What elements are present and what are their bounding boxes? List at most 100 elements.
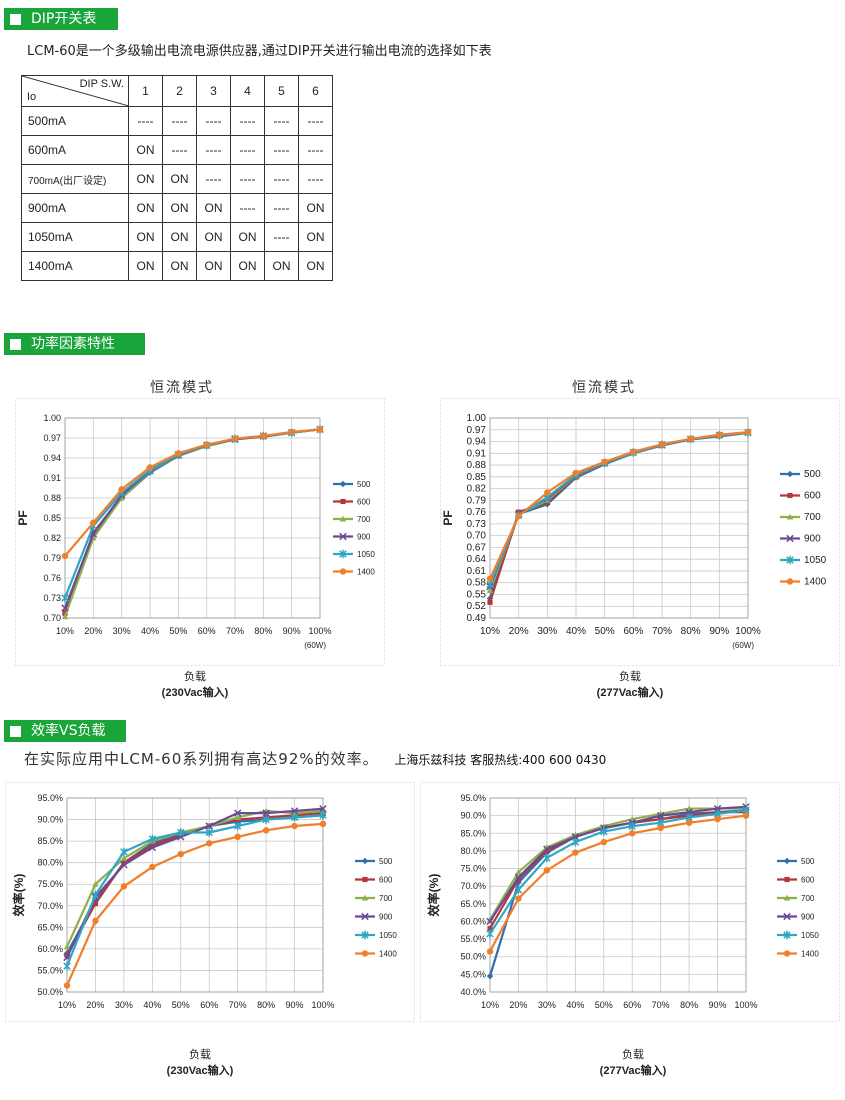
- data-point: [319, 811, 327, 820]
- legend-item: 1050: [355, 930, 397, 940]
- data-point: [291, 822, 298, 830]
- data-point: [262, 809, 270, 817]
- legend-label: 900: [804, 534, 821, 545]
- x-tick-label: 50%: [595, 1000, 613, 1010]
- data-point: [544, 848, 550, 854]
- x-caption-eff-277: 负载 (277Vac输入): [548, 1046, 718, 1078]
- data-point: [63, 943, 71, 950]
- x-tick-label: 10%: [481, 1000, 499, 1010]
- switch-cell: ON: [196, 251, 231, 281]
- x-tick-label: 20%: [509, 1000, 527, 1010]
- switch-cell: ON: [196, 193, 231, 223]
- switch-cell: ON: [162, 222, 197, 252]
- input-voltage-caption: (277Vac输入): [599, 1065, 667, 1077]
- legend-item: 1050: [333, 549, 375, 559]
- y-tick-label: 80.0%: [460, 846, 486, 856]
- data-point: [571, 837, 580, 847]
- dip-switch-table: DIP S.W. Io 1 2 3 4 5 6 500mA ---- ---- …: [21, 75, 333, 281]
- switch-cell: ON: [298, 193, 333, 223]
- x-tick-label: 40%: [141, 626, 159, 636]
- x-tick-label: 60%: [200, 1000, 218, 1010]
- data-point: [146, 464, 154, 471]
- legend-item: 700: [777, 894, 815, 903]
- data-point: [486, 575, 494, 582]
- x-tick-label: 20%: [84, 626, 102, 636]
- data-point: [205, 828, 213, 837]
- data-point: [121, 860, 127, 866]
- legend-item: 700: [780, 512, 821, 523]
- data-point: [543, 845, 551, 853]
- section-banner-pf: 功率因素特性: [4, 333, 145, 355]
- series-1050: [486, 806, 750, 938]
- data-point: [486, 587, 494, 594]
- table-row: 500mA ---- ---- ---- ---- ---- ----: [21, 106, 333, 136]
- x-caption-pf-230: 负载 (230Vac输入): [110, 668, 280, 700]
- switch-header: 6: [298, 75, 333, 107]
- legend-label: 500: [357, 480, 371, 489]
- switch-cell: ----: [162, 135, 197, 165]
- x-tick-label: 10%: [480, 626, 500, 637]
- switch-cell: ON: [128, 135, 163, 165]
- data-point: [600, 827, 608, 836]
- legend-item: 600: [333, 498, 371, 507]
- data-point: [149, 842, 155, 848]
- square-bullet-icon: [10, 725, 21, 737]
- x-tick-label: 40%: [566, 626, 586, 637]
- data-point: [783, 950, 791, 957]
- legend-item: 500: [777, 857, 815, 866]
- data-point: [572, 849, 579, 856]
- switch-cell: ----: [128, 106, 163, 136]
- square-bullet-icon: [10, 338, 21, 350]
- x-caption-pf-277: 负载 (277Vac输入): [545, 668, 715, 700]
- legend-item: 600: [780, 491, 821, 502]
- section-banner-eff: 效率VS负载: [4, 720, 126, 742]
- switch-cell: ON: [264, 251, 299, 281]
- data-point: [601, 458, 608, 466]
- y-tick-label: 80.0%: [37, 858, 63, 868]
- data-point: [628, 822, 636, 831]
- chart-frame: [440, 398, 840, 666]
- data-point: [486, 595, 494, 602]
- x-tick-label: 50%: [172, 1000, 190, 1010]
- series-line: [489, 805, 747, 923]
- data-point: [361, 894, 369, 901]
- table-row: 1050mA ON ON ON ON ---- ON: [21, 222, 333, 252]
- y-tick-label: 0.88: [467, 460, 487, 471]
- x-tick-label: 80%: [257, 1000, 275, 1010]
- data-point: [316, 426, 324, 433]
- series-1400: [486, 428, 752, 582]
- current-cell: 700mA(出厂设定): [21, 164, 129, 194]
- legend-item: 700: [355, 894, 393, 903]
- switch-cell: ----: [196, 106, 231, 136]
- series-1400: [61, 426, 324, 560]
- data-point: [742, 812, 750, 819]
- switch-cell: ----: [264, 135, 299, 165]
- switch-cell: ----: [298, 135, 333, 165]
- data-point: [784, 876, 790, 883]
- x-tick-label: 50%: [169, 626, 187, 636]
- y-tick-label: 75.0%: [37, 879, 63, 889]
- data-point: [319, 805, 327, 813]
- data-point: [687, 435, 694, 442]
- data-point: [177, 828, 185, 837]
- x-tick-label: 40%: [143, 1000, 161, 1010]
- data-point: [205, 822, 213, 830]
- y-tick-label: 45.0%: [460, 969, 486, 979]
- x-tick-label: 30%: [537, 626, 557, 637]
- data-point: [290, 807, 299, 815]
- y-tick-label: 60.0%: [460, 916, 486, 926]
- table-row: 1400mA ON ON ON ON ON ON: [21, 251, 333, 281]
- switch-cell: ----: [196, 164, 231, 194]
- data-point: [572, 469, 580, 477]
- x-axis-title: 负载: [184, 670, 206, 683]
- switch-cell: ----: [264, 164, 299, 194]
- switch-cell: ON: [162, 251, 197, 281]
- legend-item: 1050: [777, 930, 819, 940]
- data-point: [61, 613, 69, 620]
- data-point: [543, 853, 551, 863]
- input-voltage-caption: (277Vac输入): [596, 687, 664, 699]
- legend-label: 500: [804, 469, 821, 480]
- y-tick-label: 95.0%: [460, 793, 486, 803]
- legend-label: 500: [801, 857, 815, 866]
- x-tick-label: 80%: [681, 626, 701, 637]
